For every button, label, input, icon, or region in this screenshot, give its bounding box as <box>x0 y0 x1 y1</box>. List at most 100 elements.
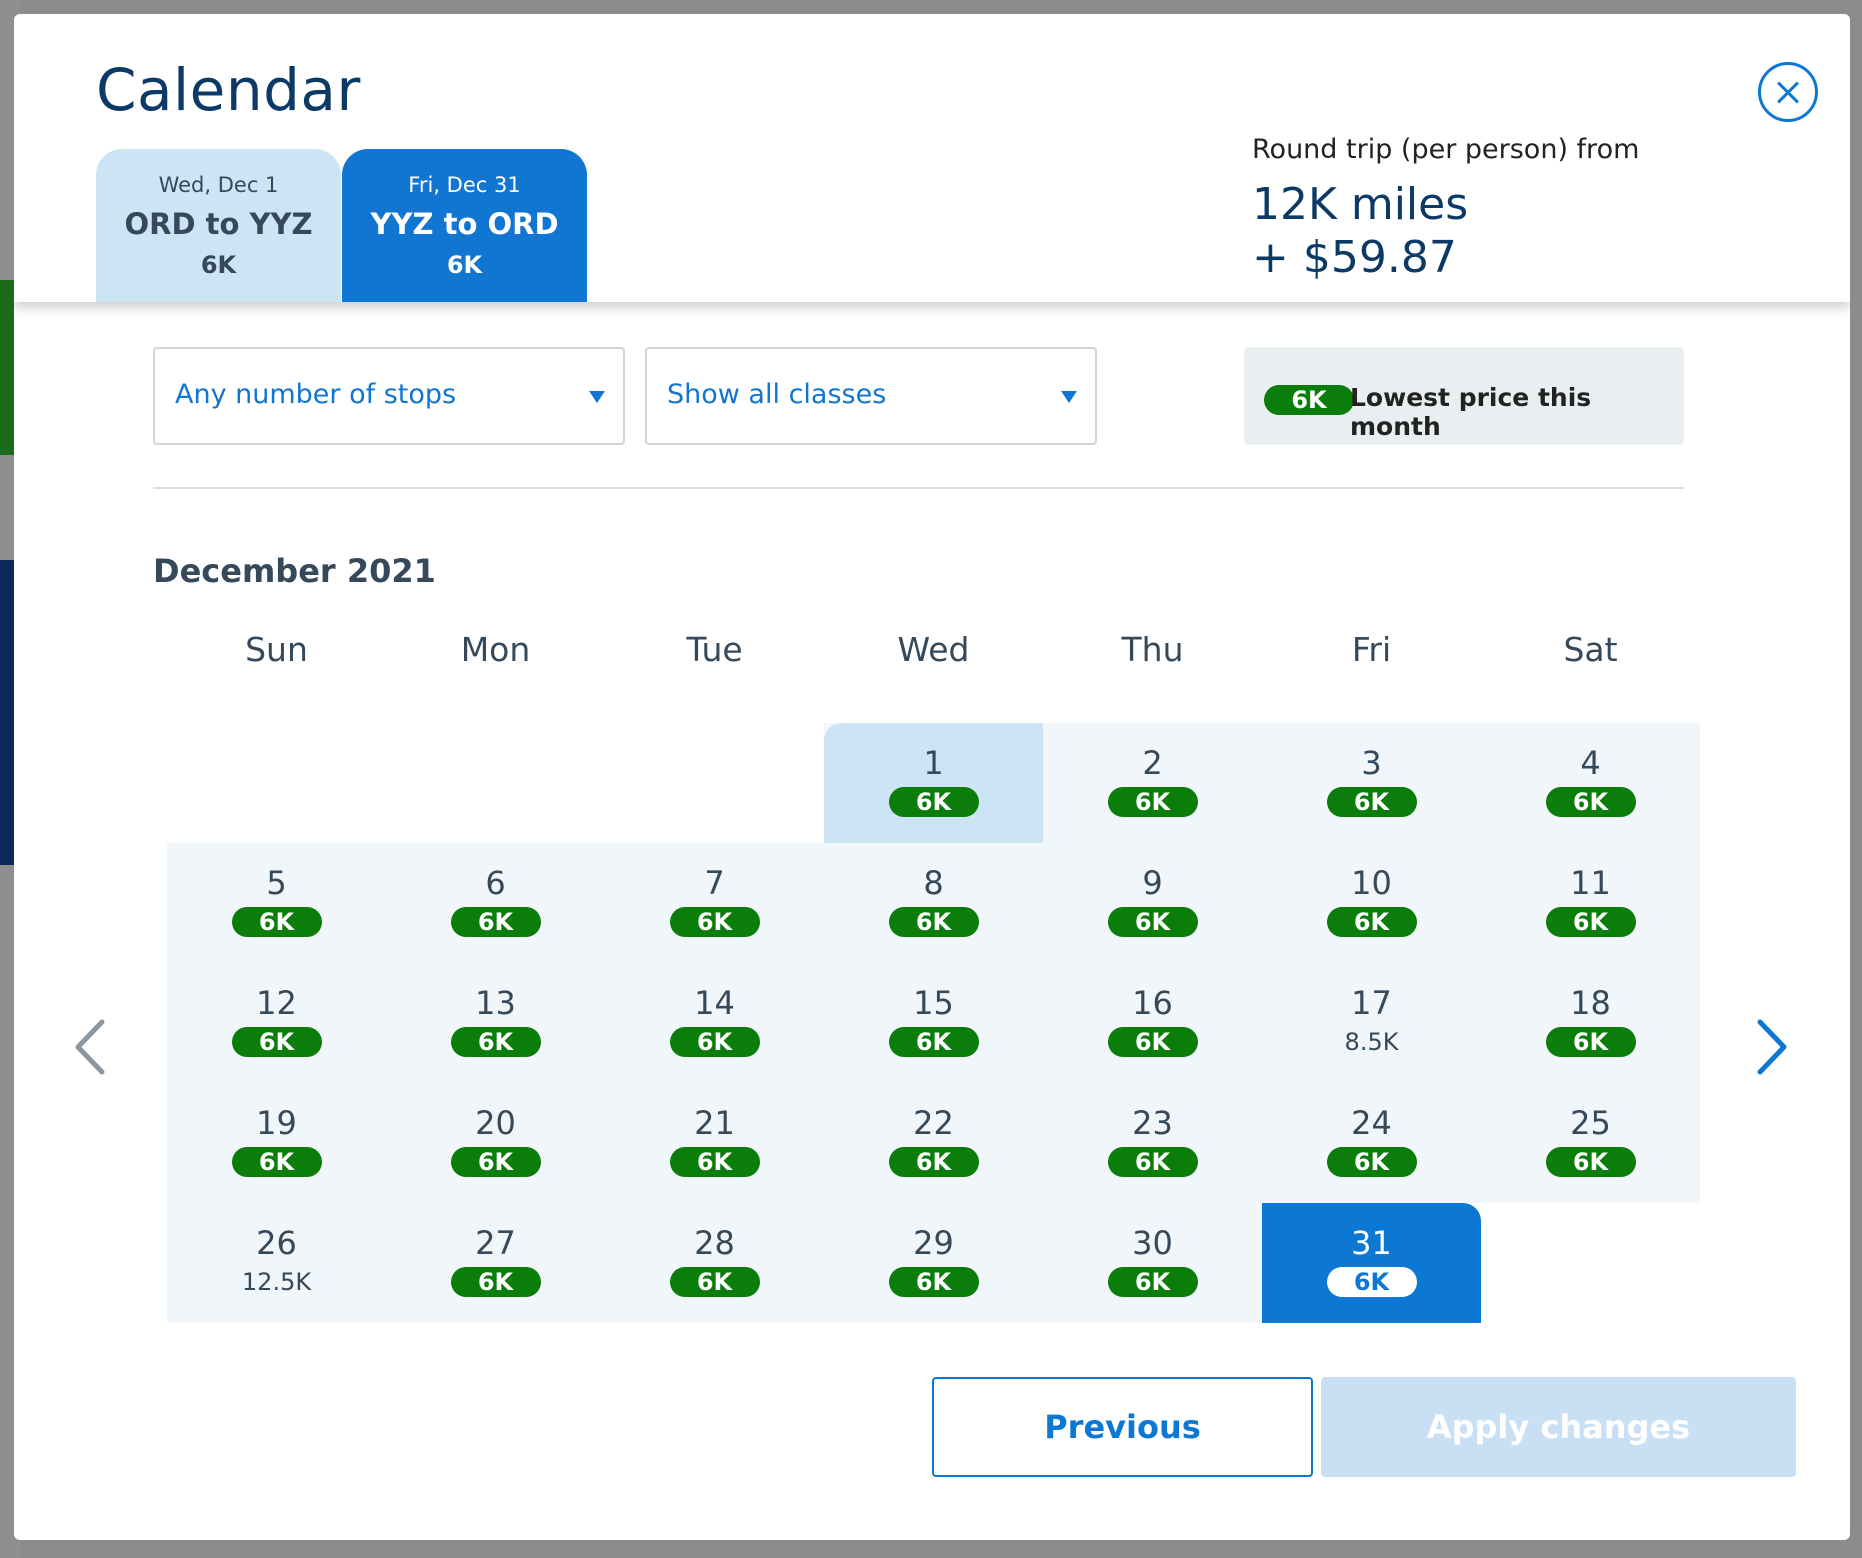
lowest-price-badge: 6K <box>888 907 979 937</box>
calendar-day[interactable]: 5 6K <box>167 843 386 963</box>
lowest-price-badge: 6K <box>669 1267 760 1297</box>
lowest-price-badge: 6K <box>888 1027 979 1057</box>
calendar-day[interactable]: 9 6K <box>1043 843 1262 963</box>
day-number: 8 <box>923 864 944 902</box>
calendar-day[interactable]: 2 6K <box>1043 723 1262 843</box>
calendar-day[interactable]: 4 6K <box>1481 723 1700 843</box>
day-number: 4 <box>1580 744 1601 782</box>
stops-dropdown[interactable]: Any number of stops <box>153 347 625 445</box>
day-number: 28 <box>694 1224 735 1262</box>
calendar-day[interactable]: 31 6K <box>1262 1203 1481 1323</box>
calendar-day[interactable]: 22 6K <box>824 1083 1043 1203</box>
legend-text: Lowest price this month <box>1350 383 1592 441</box>
chevron-right-icon[interactable] <box>1746 1012 1796 1082</box>
lowest-price-badge: 6K <box>888 1267 979 1297</box>
calendar-day[interactable]: 17 8.5K <box>1262 963 1481 1083</box>
day-number: 11 <box>1570 864 1611 902</box>
calendar-day[interactable]: 15 6K <box>824 963 1043 1083</box>
tab-outbound-trip[interactable]: Wed, Dec 1 ORD to YYZ 6K <box>96 149 341 302</box>
weekday-header: Sat <box>1563 630 1618 669</box>
day-number: 13 <box>475 984 516 1022</box>
lowest-price-badge: 6K <box>450 1267 541 1297</box>
weekday-header: Wed <box>897 630 970 669</box>
day-number: 16 <box>1132 984 1173 1022</box>
calendar-day[interactable]: 27 6K <box>386 1203 605 1323</box>
calendar-day[interactable]: 6 6K <box>386 843 605 963</box>
lowest-price-badge: 6K <box>231 907 322 937</box>
trip-miles: 6K <box>446 251 483 279</box>
calendar-day[interactable]: 24 6K <box>1262 1083 1481 1203</box>
calendar-day[interactable]: 30 6K <box>1043 1203 1262 1323</box>
calendar-background <box>167 1203 1262 1323</box>
divider <box>153 487 1684 489</box>
calendar-day[interactable]: 29 6K <box>824 1203 1043 1323</box>
calendar-day[interactable]: 12 6K <box>167 963 386 1083</box>
calendar-day[interactable]: 7 6K <box>605 843 824 963</box>
calendar-day[interactable]: 28 6K <box>605 1203 824 1323</box>
day-number: 14 <box>694 984 735 1022</box>
day-number: 23 <box>1132 1104 1173 1142</box>
calendar-day[interactable]: 10 6K <box>1262 843 1481 963</box>
calendar-day[interactable]: 8 6K <box>824 843 1043 963</box>
day-number: 2 <box>1142 744 1163 782</box>
calendar-day[interactable]: 25 6K <box>1481 1083 1700 1203</box>
calendar-day[interactable]: 16 6K <box>1043 963 1262 1083</box>
calendar-day[interactable]: 26 12.5K <box>167 1203 386 1323</box>
summary-cash: + $59.87 <box>1252 232 1457 283</box>
calendar-day[interactable]: 19 6K <box>167 1083 386 1203</box>
calendar-day[interactable]: 18 6K <box>1481 963 1700 1083</box>
lowest-price-badge: 6K <box>1326 1267 1417 1297</box>
calendar-day[interactable]: 13 6K <box>386 963 605 1083</box>
calendar-day[interactable]: 1 6K <box>824 723 1043 843</box>
day-number: 7 <box>704 864 725 902</box>
previous-button[interactable]: Previous <box>932 1377 1313 1477</box>
day-number: 24 <box>1351 1104 1392 1142</box>
trip-route: YYZ to ORD <box>370 207 559 241</box>
day-number: 22 <box>913 1104 954 1142</box>
modal-header: Calendar Wed, Dec 1 ORD to YYZ 6K Fri, D… <box>14 14 1850 302</box>
lowest-price-badge: 6K <box>1326 1147 1417 1177</box>
day-price: 12.5K <box>241 1268 312 1296</box>
calendar-day[interactable]: 23 6K <box>1043 1083 1262 1203</box>
apply-changes-button[interactable]: Apply changes <box>1321 1377 1796 1477</box>
day-number: 1 <box>923 744 944 782</box>
day-number: 30 <box>1132 1224 1173 1262</box>
legend-pill: 6K <box>1264 385 1354 415</box>
classes-dropdown[interactable]: Show all classes <box>645 347 1097 445</box>
close-icon[interactable] <box>1758 62 1818 122</box>
calendar-day[interactable]: 14 6K <box>605 963 824 1083</box>
day-number: 12 <box>256 984 297 1022</box>
lowest-price-badge: 6K <box>1326 907 1417 937</box>
calendar-background <box>167 843 1700 1203</box>
lowest-price-badge: 6K <box>231 1027 322 1057</box>
day-number: 31 <box>1351 1224 1392 1262</box>
chevron-left-icon[interactable] <box>66 1012 116 1082</box>
day-number: 17 <box>1351 984 1392 1022</box>
day-number: 29 <box>913 1224 954 1262</box>
trip-route: ORD to YYZ <box>124 207 313 241</box>
lowest-price-badge: 6K <box>1107 1027 1198 1057</box>
background-navy-block <box>0 560 14 865</box>
day-number: 18 <box>1570 984 1611 1022</box>
calendar-day[interactable]: 20 6K <box>386 1083 605 1203</box>
lowest-price-badge: 6K <box>1545 1027 1636 1057</box>
lowest-price-badge: 6K <box>1107 787 1198 817</box>
day-number: 27 <box>475 1224 516 1262</box>
weekday-header: Sun <box>245 630 308 669</box>
summary-miles: 12K miles <box>1252 179 1469 230</box>
lowest-price-badge: 6K <box>669 907 760 937</box>
calendar-day[interactable]: 3 6K <box>1262 723 1481 843</box>
tab-return-trip[interactable]: Fri, Dec 31 YYZ to ORD 6K <box>342 149 587 302</box>
day-number: 5 <box>266 864 287 902</box>
weekday-header: Mon <box>460 630 531 669</box>
day-price: 8.5K <box>1344 1028 1399 1056</box>
day-number: 10 <box>1351 864 1392 902</box>
calendar-day[interactable]: 11 6K <box>1481 843 1700 963</box>
lowest-price-badge: 6K <box>1545 907 1636 937</box>
weekday-header: Tue <box>686 630 743 669</box>
day-number: 3 <box>1361 744 1382 782</box>
month-title: December 2021 <box>153 552 436 590</box>
day-number: 25 <box>1570 1104 1611 1142</box>
calendar-day[interactable]: 21 6K <box>605 1083 824 1203</box>
summary-label: Round trip (per person) from <box>1252 134 1640 165</box>
